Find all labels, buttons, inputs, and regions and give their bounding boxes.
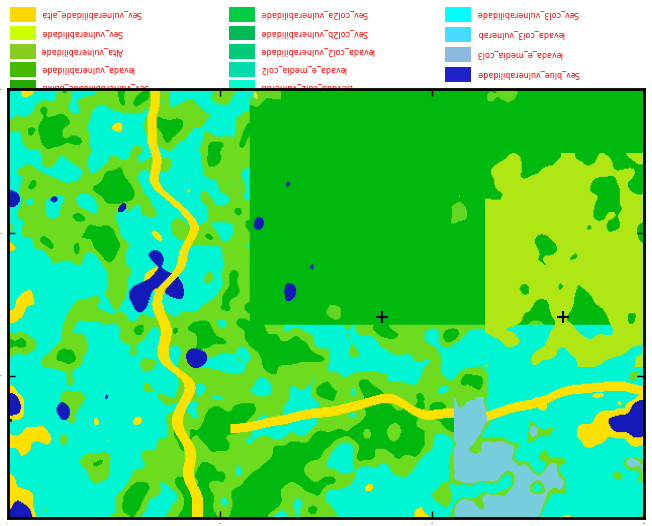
Text: Elevada_col2_vulnerab: Elevada_col2_vulnerab — [260, 83, 353, 92]
Bar — [10, 7, 36, 22]
Text: Sev_col2b_vulnerabilidade: Sev_col2b_vulnerabilidade — [260, 28, 368, 37]
Text: Sev_blue_vulnerabilidade: Sev_blue_vulnerabilidade — [477, 70, 579, 79]
Text: Sev_vulnerabilidade: Sev_vulnerabilidade — [40, 28, 122, 37]
Bar — [445, 47, 471, 62]
Text: levada_e_media_col3: levada_e_media_col3 — [477, 50, 563, 59]
Bar — [230, 80, 255, 95]
Text: Sev_col2a_vulnerabilidade: Sev_col2a_vulnerabilidade — [260, 10, 368, 19]
Bar — [230, 7, 255, 22]
Bar — [445, 7, 471, 22]
Text: levada_vulnerabilidade: levada_vulnerabilidade — [40, 65, 134, 74]
Bar — [10, 44, 36, 58]
Text: Alta_vulnerabilidade: Alta_vulnerabilidade — [40, 47, 123, 56]
Bar — [10, 80, 36, 95]
Text: Sev_col3_vulnerabilidade: Sev_col3_vulnerabilidade — [477, 10, 578, 19]
Bar — [230, 62, 255, 77]
Bar — [10, 62, 36, 77]
Bar — [230, 26, 255, 41]
Bar — [10, 26, 36, 41]
Bar — [445, 67, 471, 82]
Text: levada_e_media_col2: levada_e_media_col2 — [260, 65, 346, 74]
Text: Sev_vulnerabilidade_alta: Sev_vulnerabilidade_alta — [40, 10, 141, 19]
Text: levada_col2_vulnerabilidade: levada_col2_vulnerabilidade — [260, 47, 375, 56]
Bar — [230, 44, 255, 58]
Bar — [445, 27, 471, 42]
Text: levada_col3_vulnerab: levada_col3_vulnerab — [477, 30, 564, 39]
Text: Sev_vulnerabilidade_baixa: Sev_vulnerabilidade_baixa — [40, 83, 148, 92]
